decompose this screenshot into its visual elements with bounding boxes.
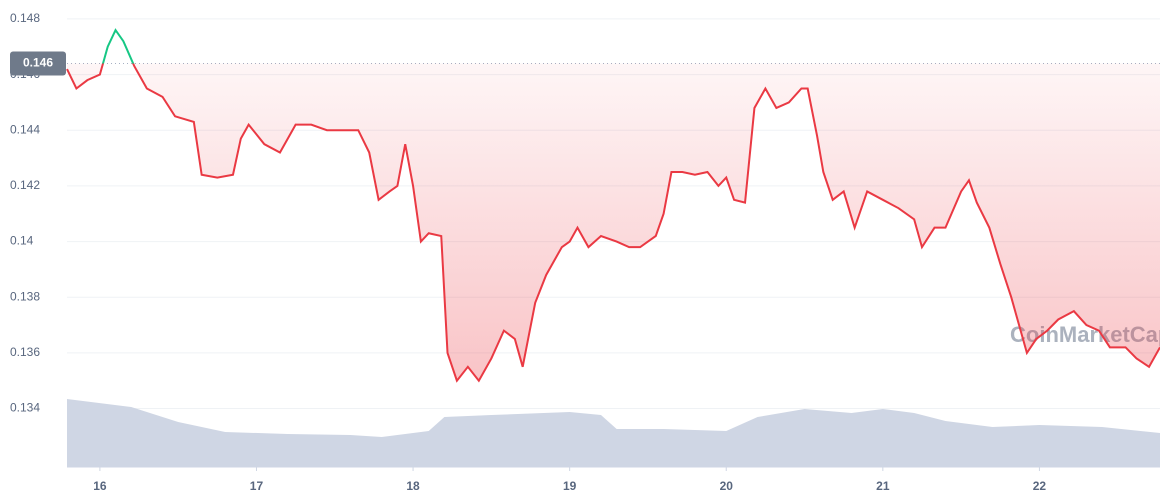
price-line: [66, 63, 1160, 383]
y-tick-label: 0.136: [10, 345, 40, 359]
reference-label-box: [10, 51, 66, 76]
x-tick-label: 18: [406, 479, 420, 493]
y-tick-label: 0.134: [10, 401, 40, 415]
y-tick-label: 0.144: [10, 122, 40, 136]
x-tick-label: 22: [1033, 479, 1047, 493]
y-tick-label: 0.142: [10, 178, 40, 192]
y-tick-label: 0.14: [10, 234, 34, 248]
x-tick-label: 20: [720, 479, 734, 493]
price-area: [67, 63, 1160, 381]
volume-area: [67, 399, 1160, 467]
x-tick-label: 21: [876, 479, 890, 493]
y-tick-label: 0.148: [10, 11, 40, 25]
x-tick-label: 19: [563, 479, 577, 493]
x-tick-label: 16: [93, 479, 107, 493]
x-tick-label: 17: [250, 479, 264, 493]
reference-label: 0.146: [23, 56, 53, 70]
y-tick-label: 0.138: [10, 289, 40, 303]
